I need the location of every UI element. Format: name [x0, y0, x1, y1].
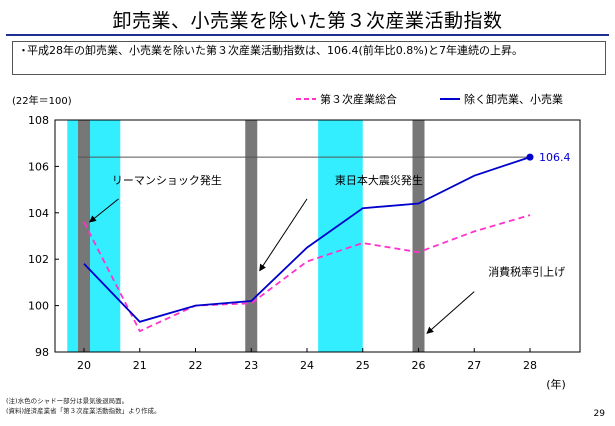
note-shading: (注)水色のシャドー部分は景気後退局面。: [6, 397, 129, 405]
line-chart: 98 100 102 104 106 108 20 21 22 23 24 25 26 27 28 (22年＝…: [12, 92, 581, 391]
x-tick-label-28: 28: [523, 359, 537, 372]
event-bar-3: [412, 120, 425, 352]
x-unit-label: (年): [546, 377, 566, 391]
x-tick-label-21: 21: [133, 359, 147, 372]
annotation-label-2: 東日本大震災発生: [335, 173, 423, 187]
x-tick-label-25: 25: [356, 359, 370, 372]
summary-box: ・ 平成28年の卸売業、小売業を除いた第３次産業活動指数は、106.4(前年比0…: [12, 41, 606, 75]
recession-shade-1: [67, 120, 121, 352]
event-bar-1: [78, 120, 90, 352]
x-tick-label-23: 23: [244, 359, 258, 372]
x-tick-label-26: 26: [412, 359, 426, 372]
annotation-label-1: リーマンショック発生: [112, 173, 222, 187]
y-tick-label-102: 102: [28, 253, 49, 266]
plot-frame: [54, 119, 581, 353]
annotation-arrow-1: [89, 198, 119, 223]
page-title: 卸売業、小売業を除いた第３次産業活動指数: [112, 10, 503, 32]
x-tick-label-20: 20: [77, 359, 91, 372]
series-line-1: [83, 214, 531, 333]
y-tick-label-98: 98: [35, 346, 49, 359]
y-tick-label-100: 100: [28, 300, 49, 313]
y-tick-label-104: 104: [28, 207, 49, 220]
x-tick-label-24: 24: [300, 359, 314, 372]
title-underline: [6, 34, 609, 36]
event-bar-2: [245, 120, 258, 352]
y-tick-label-106: 106: [28, 160, 49, 173]
page-number: 29: [593, 409, 605, 419]
y-tick-label-108: 108: [28, 114, 49, 127]
end-point-marker: [526, 153, 534, 161]
index-base-label: (22年＝100): [12, 94, 72, 107]
annotation-label-3: 消費税率引上げ: [488, 264, 565, 278]
recession-shade-2: [318, 120, 363, 352]
notes: (注)水色のシャドー部分は景気後退局面。 (資料)経済産業省「第３次産業活動指数…: [6, 396, 160, 416]
end-value-label: 106.4: [539, 151, 571, 164]
x-tick-label-22: 22: [189, 359, 203, 372]
note-source: (資料)経済産業省「第３次産業活動指数」より作成。: [6, 407, 161, 415]
legend-label-1: 第３次産業総合: [320, 92, 397, 106]
annotation-arrow-3: [426, 291, 475, 334]
x-tick-label-27: 27: [467, 359, 481, 372]
legend-label-2: 除く卸売業、小売業: [464, 92, 563, 106]
annotation-arrow-2: [259, 198, 308, 272]
summary-text: 平成28年の卸売業、小売業を除いた第３次産業活動指数は、106.4(前年比0.8…: [27, 44, 524, 57]
summary-bullet: ・: [18, 44, 29, 57]
